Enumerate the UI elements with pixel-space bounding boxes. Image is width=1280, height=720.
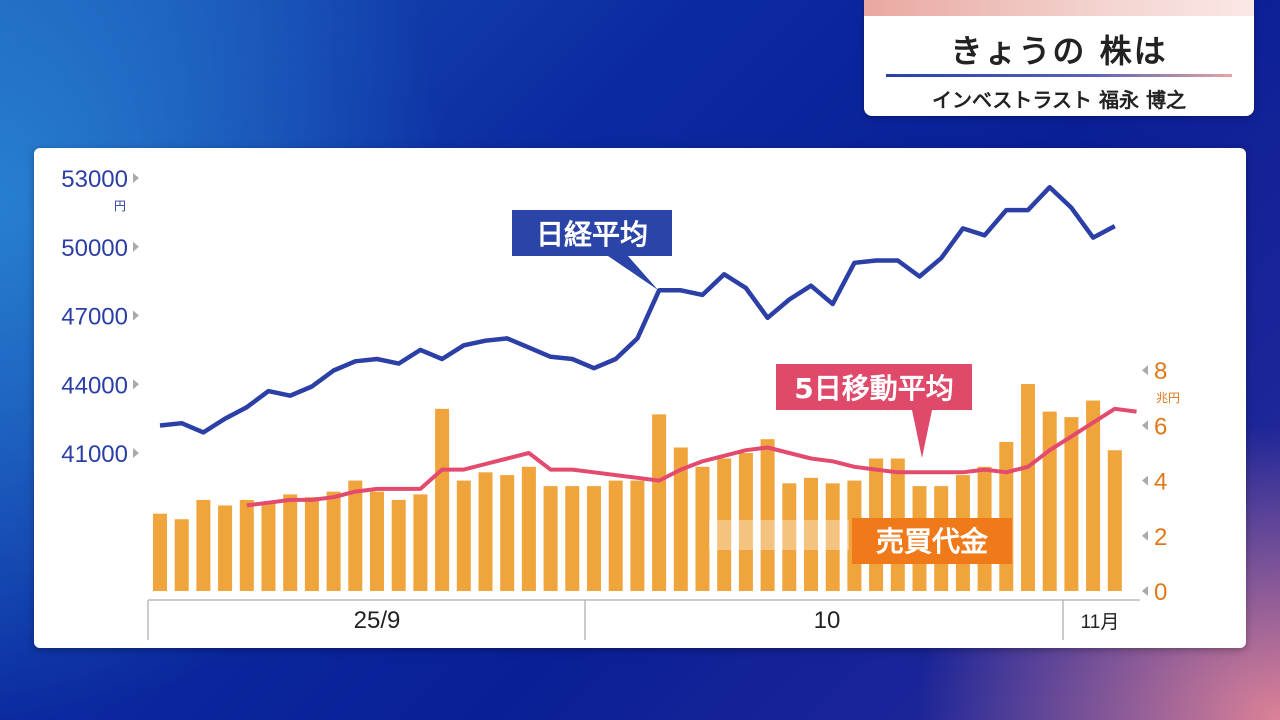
volume-bar bbox=[1042, 411, 1057, 591]
volume-label-text: 売買代金 bbox=[876, 525, 989, 558]
volume-bar bbox=[218, 505, 233, 591]
left-axis-tick-label: 50000 bbox=[61, 235, 128, 262]
program-title-card: きょうの 株は インベストラスト 福永 博之 bbox=[864, 0, 1254, 116]
right-axis-tick-label: 8 bbox=[1154, 358, 1167, 385]
left-axis-tick-label: 44000 bbox=[61, 372, 128, 399]
volume-bar bbox=[999, 441, 1014, 591]
left-axis-unit: 円 bbox=[114, 199, 126, 213]
right-axis-tick-arrow bbox=[1142, 530, 1148, 541]
volume-bar bbox=[673, 447, 688, 591]
volume-bar bbox=[1107, 450, 1122, 591]
volume-bar bbox=[587, 486, 601, 591]
volume-bar bbox=[695, 466, 710, 591]
volume-bar bbox=[283, 494, 298, 591]
x-tick-label: 11月 bbox=[1081, 612, 1120, 633]
volume-label-box bbox=[852, 518, 1012, 564]
volume-bar bbox=[1086, 400, 1101, 591]
title-card-accent-strip bbox=[864, 0, 1254, 16]
volume-bar bbox=[608, 480, 623, 591]
right-axis-tick-arrow bbox=[1142, 420, 1148, 431]
volume-bar bbox=[521, 466, 536, 591]
right-axis-tick-arrow bbox=[1142, 586, 1148, 596]
stock-chart: 25/9 10 11月 53000 50000 47000 44000 41000 円 8 6 4 2 0… bbox=[61, 166, 1180, 640]
volume-bar bbox=[348, 480, 363, 591]
volume-bar bbox=[825, 483, 840, 591]
volume-bar bbox=[413, 494, 428, 591]
volume-bar bbox=[565, 486, 580, 591]
volume-bar bbox=[1021, 384, 1035, 591]
volume-bar bbox=[738, 453, 753, 591]
left-axis-tick-label: 47000 bbox=[61, 304, 128, 331]
volume-bar bbox=[478, 472, 493, 591]
watermark-shape bbox=[709, 520, 849, 550]
nikkei-label: 日経平均 bbox=[512, 210, 672, 290]
volume-bar bbox=[630, 480, 645, 591]
right-axis-unit: 兆円 bbox=[1156, 391, 1180, 405]
nikkei-label-bubble bbox=[512, 210, 672, 290]
volume-bar bbox=[543, 486, 558, 591]
volume-bar bbox=[760, 439, 775, 591]
x-tick-label: 10 bbox=[814, 607, 841, 634]
nikkei-line bbox=[159, 184, 1116, 435]
x-tick-label: 25/9 bbox=[354, 607, 401, 634]
volume-label: 売買代金 bbox=[852, 518, 1012, 564]
volume-bar bbox=[196, 499, 211, 591]
left-axis-tick-label: 41000 bbox=[61, 441, 128, 468]
volume-bar bbox=[1064, 417, 1079, 591]
right-axis-tick-arrow bbox=[1142, 475, 1148, 486]
volume-bar bbox=[652, 414, 667, 591]
moving-average-line bbox=[246, 406, 1137, 508]
volume-bar bbox=[435, 408, 450, 591]
left-axis-tick-arrow bbox=[133, 379, 139, 390]
moving-average-label-bubble bbox=[776, 364, 972, 458]
right-axis-tick-label: 6 bbox=[1154, 413, 1167, 440]
nikkei-label-text: 日経平均 bbox=[536, 218, 648, 251]
right-axis-tick-arrow bbox=[1142, 365, 1148, 376]
moving-average-label: 5日移動平均 bbox=[776, 364, 972, 458]
volume-bar bbox=[391, 499, 406, 591]
title-divider bbox=[886, 74, 1232, 77]
right-axis-tick-label: 2 bbox=[1154, 524, 1167, 551]
left-axis-tick-arrow bbox=[133, 310, 139, 321]
volume-bar bbox=[239, 499, 254, 591]
volume-bar bbox=[456, 480, 471, 591]
left-axis-tick-arrow bbox=[133, 241, 139, 252]
volume-bar bbox=[326, 491, 341, 591]
left-axis-tick-arrow bbox=[133, 173, 139, 183]
volume-bar bbox=[261, 502, 276, 591]
commentator-name: インベストラスト 福永 博之 bbox=[932, 88, 1186, 112]
volume-bars bbox=[153, 384, 1122, 591]
right-axis-tick-label: 4 bbox=[1154, 469, 1167, 496]
volume-bar bbox=[370, 491, 384, 591]
right-axis-tick-label: 0 bbox=[1154, 579, 1167, 606]
volume-bar bbox=[804, 477, 818, 591]
volume-bar bbox=[782, 483, 797, 591]
left-axis-tick-label: 53000 bbox=[61, 166, 128, 193]
volume-bar bbox=[500, 475, 515, 591]
volume-bar bbox=[153, 513, 167, 591]
left-axis-tick-arrow bbox=[133, 448, 139, 458]
moving-average-label-text: 5日移動平均 bbox=[794, 372, 953, 405]
volume-bar bbox=[174, 519, 189, 591]
program-title: きょうの 株は bbox=[950, 32, 1168, 70]
volume-bar bbox=[304, 497, 319, 591]
volume-bar bbox=[717, 458, 732, 591]
